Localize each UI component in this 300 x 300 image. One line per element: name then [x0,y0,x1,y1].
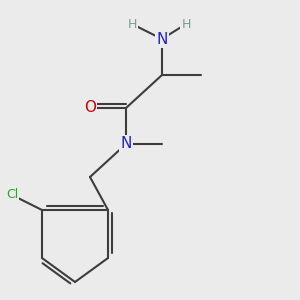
Text: H: H [181,17,191,31]
Text: O: O [84,100,96,116]
Text: H: H [127,17,137,31]
Text: N: N [120,136,132,152]
Text: N: N [156,32,168,46]
Text: Cl: Cl [6,188,18,202]
